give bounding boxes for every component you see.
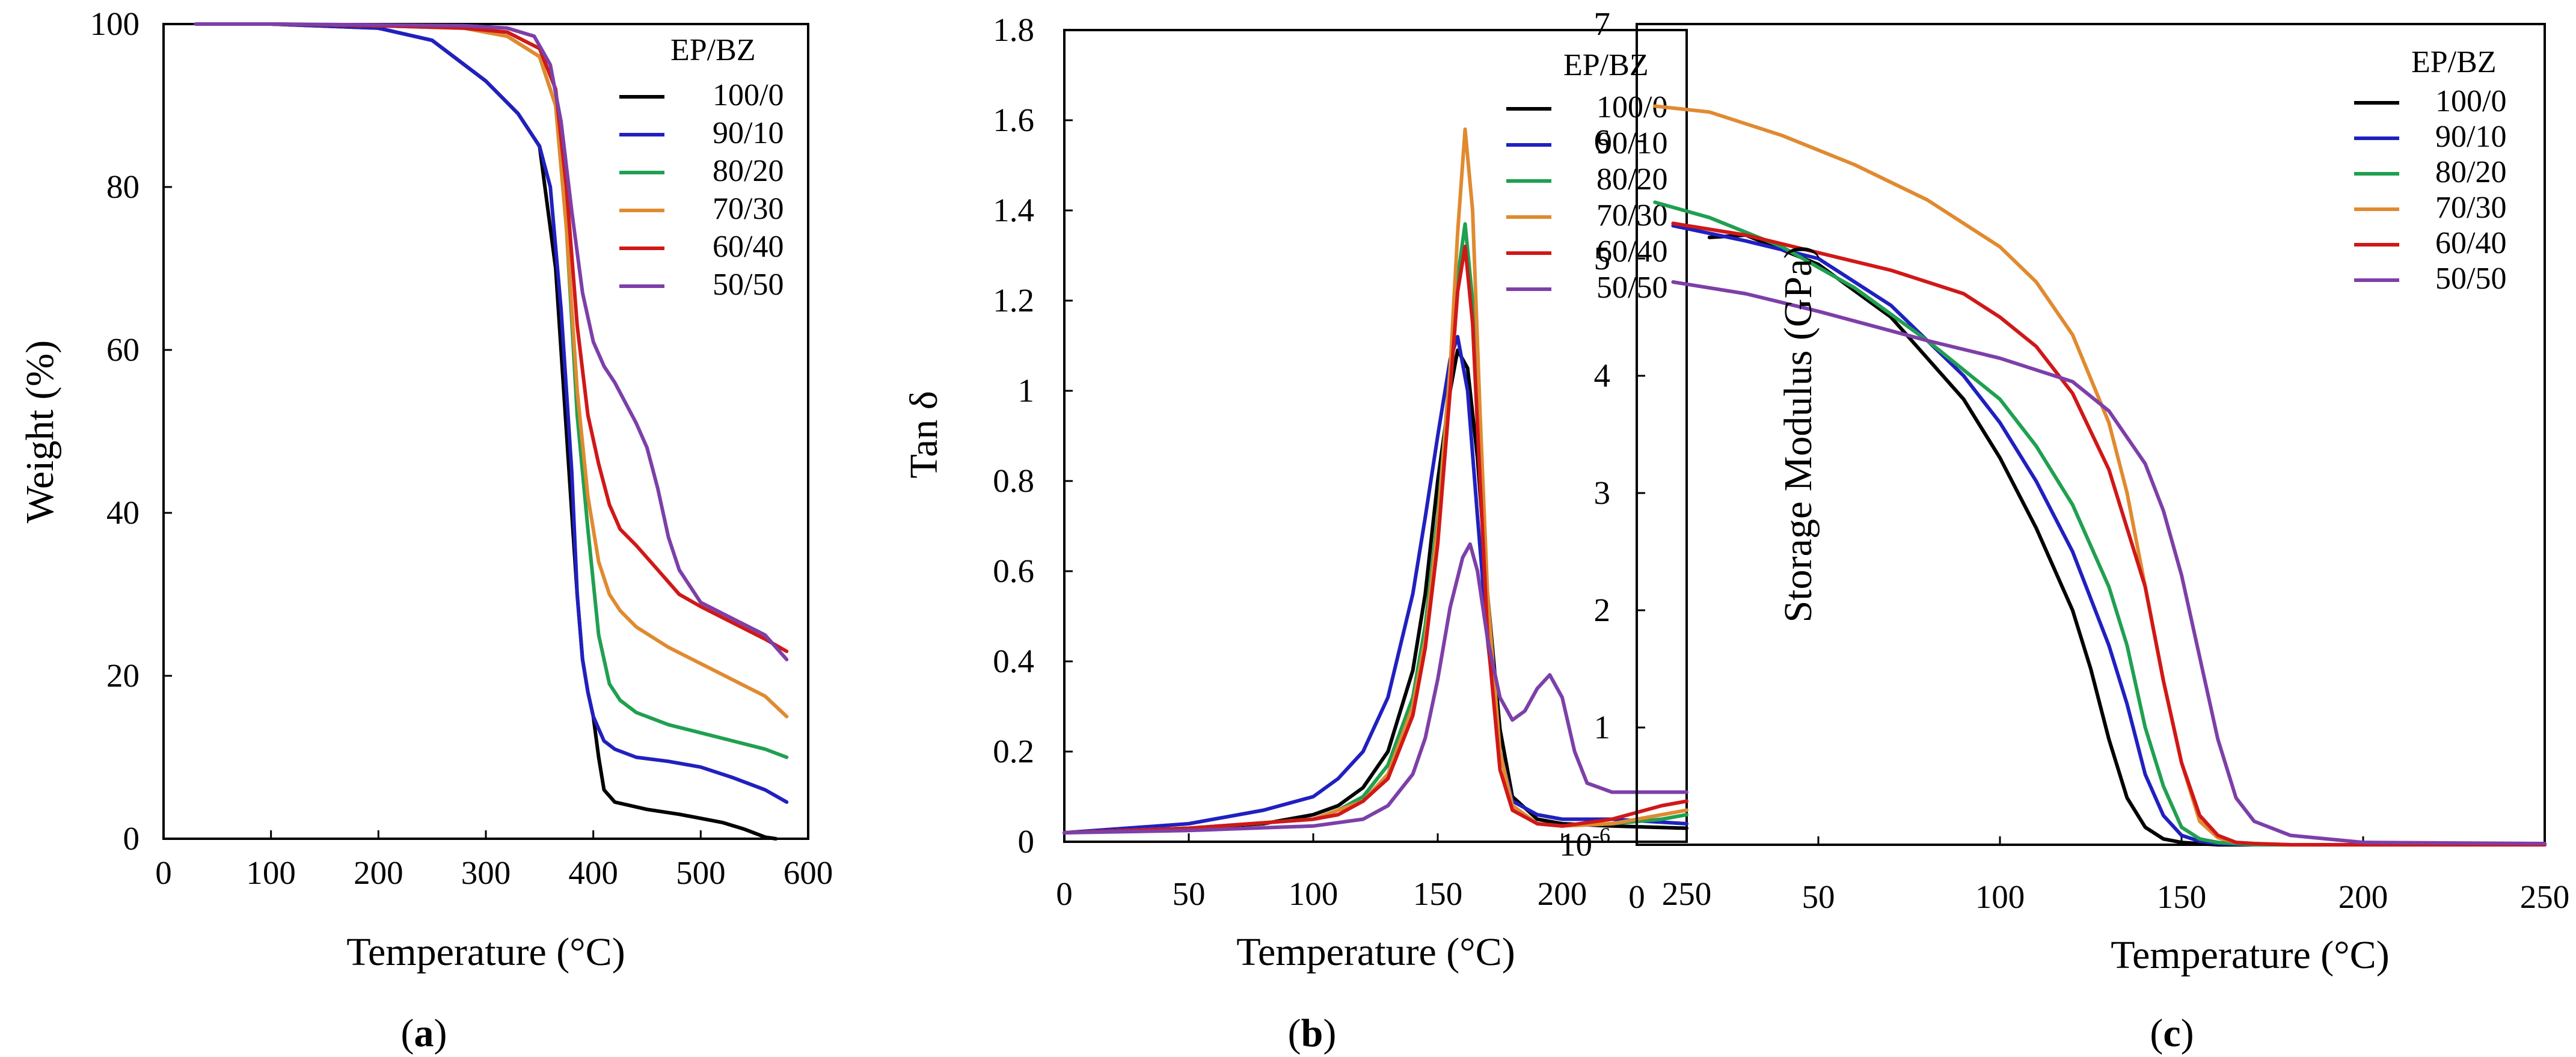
y-tick-label: 10-6 xyxy=(1559,823,1610,863)
series-line-80-20 xyxy=(1653,200,2547,847)
legend-label: 90/10 xyxy=(713,116,784,150)
legend-label: 80/20 xyxy=(713,154,784,188)
series-line-50-50 xyxy=(194,22,789,661)
x-tick-label: 250 xyxy=(1662,875,1712,912)
y-tick-label: 40 xyxy=(106,494,140,531)
caption-c: (c) xyxy=(2150,1011,2194,1055)
y-tick-label: 100 xyxy=(90,5,140,42)
series-line-90-10 xyxy=(1671,224,2547,847)
x-tick-label: 0 xyxy=(1056,875,1073,912)
series-line-100-0 xyxy=(1707,233,2547,847)
y-tick-label: 0 xyxy=(1018,823,1035,860)
series-line-90-10 xyxy=(194,22,789,804)
y-tick-label: 0 xyxy=(123,820,140,857)
series-line-60-40 xyxy=(1063,245,1688,835)
series-line-50-50 xyxy=(1063,542,1688,835)
series-line-90-10 xyxy=(1063,335,1688,835)
y-tick-label: 5 xyxy=(1594,240,1611,277)
series-line-60-40 xyxy=(194,22,789,654)
y-axis-label-a: Weight (%) xyxy=(18,340,62,523)
series-line-100-0 xyxy=(194,22,778,841)
y-tick-label: 1.4 xyxy=(993,192,1034,228)
y-tick-label: 1.8 xyxy=(993,11,1034,48)
y-tick-label: 80 xyxy=(106,168,140,205)
legend-label: 90/10 xyxy=(2435,120,2506,154)
plot-frame-c xyxy=(1636,23,2546,846)
y-tick-label: 0.8 xyxy=(993,462,1034,499)
y-tick-label: 1.2 xyxy=(993,282,1034,319)
legend-title-b: EP/BZ xyxy=(1563,48,1649,82)
legend-label: 70/30 xyxy=(2435,191,2506,225)
legend-label: 60/40 xyxy=(1596,234,1667,269)
legend-title-c: EP/BZ xyxy=(2411,45,2497,79)
legend-label: 80/20 xyxy=(1596,162,1667,197)
x-tick-label: 500 xyxy=(676,854,726,891)
panel-c: 0 50 100 150 200 25010-61234567100/090/1080/2… xyxy=(1559,5,2569,1055)
legend-label: 50/50 xyxy=(2435,262,2506,296)
x-axis-label-c: Temperature (°C) xyxy=(2111,933,2389,977)
y-tick-label: 0.2 xyxy=(993,733,1034,770)
y-tick-label: 7 xyxy=(1594,5,1611,42)
y-tick-label: 1 xyxy=(1018,372,1035,409)
x-tick-label: 300 xyxy=(461,854,511,891)
x-tick-label: 0 xyxy=(1628,878,1645,915)
x-tick-label: 100 xyxy=(1975,878,2025,915)
x-tick-label: 400 xyxy=(568,854,618,891)
legend-label: 90/10 xyxy=(1596,126,1667,161)
legend-label: 70/30 xyxy=(713,192,784,226)
y-tick-label: 3 xyxy=(1594,474,1611,511)
y-tick-label: 1.6 xyxy=(993,102,1034,138)
legend-label: 80/20 xyxy=(2435,155,2506,189)
caption-b: (b) xyxy=(1288,1011,1337,1055)
y-tick-label: 60 xyxy=(106,331,140,368)
x-tick-label: 200 xyxy=(2338,878,2388,915)
x-tick-label: 100 xyxy=(246,854,296,891)
x-axis-label-a: Temperature (°C) xyxy=(346,930,625,974)
series-line-80-20 xyxy=(194,22,789,759)
legend-title-a: EP/BZ xyxy=(670,33,756,67)
legend-label: 100/0 xyxy=(713,78,784,112)
plot-frame-b xyxy=(1063,29,1688,843)
legend-label: 50/50 xyxy=(1596,271,1667,305)
y-tick-label: 20 xyxy=(106,657,140,694)
x-tick-label: 200 xyxy=(354,854,403,891)
legend-label: 100/0 xyxy=(2435,84,2506,118)
y-tick-label: 0.6 xyxy=(993,553,1034,589)
x-tick-label: 150 xyxy=(1413,875,1463,912)
y-axis-label-c: Storage Modulus (GPa) xyxy=(1776,246,1820,623)
panel-a: 0 100 200 300 400 500 600 0 20 40 60 80 100 100/0 90/1… xyxy=(18,5,833,1055)
x-tick-label: 50 xyxy=(1802,878,1835,915)
legend-label: 50/50 xyxy=(713,268,784,302)
y-tick-label: 1 xyxy=(1594,709,1611,746)
x-tick-label: 0 xyxy=(155,854,172,891)
caption-a: (a) xyxy=(401,1011,447,1055)
y-axis-label-b: Tan δ xyxy=(902,391,946,479)
plot-frame-a xyxy=(162,23,809,840)
y-tick-label: 6 xyxy=(1594,123,1611,159)
y-tick-label: 0.4 xyxy=(993,643,1034,679)
legend-label: 60/40 xyxy=(2435,226,2506,260)
series-line-50-50 xyxy=(1671,280,2547,845)
x-tick-label: 250 xyxy=(2520,878,2570,915)
series-line-70-30 xyxy=(194,22,789,718)
y-tick-label: 2 xyxy=(1594,592,1611,628)
x-tick-label: 50 xyxy=(1173,875,1206,912)
x-tick-label: 600 xyxy=(784,854,833,891)
panel-b: 0 50 100 150 200 25000.20.40.60.811.21.41.61.… xyxy=(902,11,1711,1055)
x-tick-label: 100 xyxy=(1289,875,1339,912)
legend-label: 60/40 xyxy=(713,230,784,264)
y-tick-label: 4 xyxy=(1594,357,1611,394)
x-tick-label: 150 xyxy=(2157,878,2207,915)
series-line-60-40 xyxy=(1671,221,2547,847)
x-tick-label: 200 xyxy=(1538,875,1587,912)
x-axis-label-b: Temperature (°C) xyxy=(1236,930,1515,974)
